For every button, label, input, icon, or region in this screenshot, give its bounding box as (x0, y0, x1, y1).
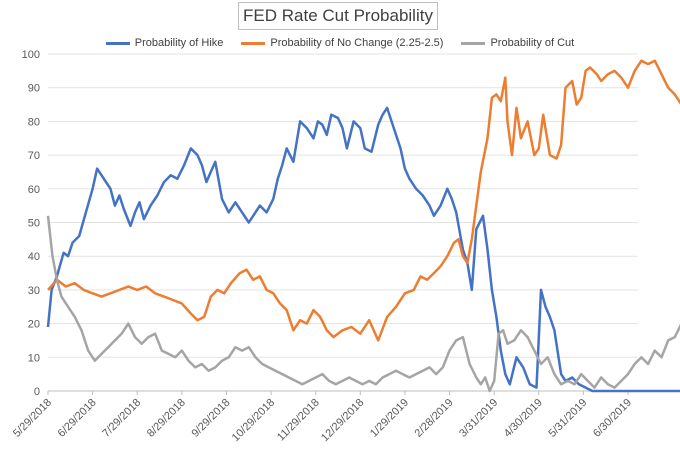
x-tick-label: 10/29/2018 (230, 397, 277, 444)
series-line-no-change (47, 59, 680, 342)
x-tick-label: 9/29/2018 (189, 397, 232, 440)
chart-title: FED Rate Cut Probability (238, 2, 438, 30)
legend-label-hike: Probability of Hike (134, 37, 224, 49)
y-tick-label: 100 (22, 49, 40, 61)
y-tick-label: 0 (34, 386, 40, 398)
legend-item-hike: Probability of Hike (105, 37, 224, 49)
x-tick-label: 7/29/2018 (100, 397, 143, 440)
y-tick-label: 50 (28, 218, 40, 230)
x-tick-label: 1/29/2019 (368, 397, 411, 440)
y-tick-label: 80 (28, 116, 40, 128)
y-tick-label: 90 (28, 83, 40, 95)
y-tick-label: 70 (28, 150, 40, 162)
legend-item-cut: Probability of Cut (461, 37, 574, 49)
x-tick-label: 5/31/2019 (546, 397, 589, 440)
x-axis: 5/29/2018 6/29/2018 7/29/2018 8/29/2018 9/29… (11, 391, 634, 444)
x-tick-label: 12/29/2018 (319, 397, 366, 444)
chart-legend: Probability of Hike Probability of No Ch… (0, 37, 680, 49)
chart-title-text: FED Rate Cut Probability (243, 6, 433, 25)
legend-swatch-hike (105, 41, 130, 45)
y-tick-label: 10 (28, 352, 40, 364)
grid-lines (48, 53, 638, 392)
series-lines (46, 59, 680, 393)
x-tick-label: 6/30/2019 (591, 397, 634, 440)
series-line-hike (46, 106, 680, 393)
y-tick-label: 60 (28, 184, 40, 196)
legend-swatch-cut (461, 41, 486, 45)
y-axis: 0 10 20 30 40 50 60 70 80 90 100 (22, 49, 40, 398)
legend-label-cut: Probability of Cut (490, 37, 575, 49)
y-tick-label: 20 (28, 319, 40, 331)
legend-label-no-change: Probability of No Change (2.25-2.5) (270, 37, 444, 49)
x-tick-label: 8/29/2018 (145, 397, 188, 440)
x-tick-label: 5/29/2018 (11, 397, 54, 440)
x-tick-label: 6/29/2018 (56, 397, 99, 440)
y-tick-label: 40 (28, 251, 40, 263)
x-tick-label: 2/28/2019 (413, 397, 456, 440)
legend-item-no-change: Probability of No Change (2.25-2.5) (241, 37, 443, 49)
x-tick-label: 4/30/2019 (502, 397, 545, 440)
x-tick-label: 11/29/2018 (275, 397, 322, 444)
x-tick-label: 3/31/2019 (457, 397, 500, 440)
series-line-cut (46, 215, 680, 393)
legend-swatch-no-change (241, 41, 266, 45)
y-tick-label: 30 (28, 285, 40, 297)
